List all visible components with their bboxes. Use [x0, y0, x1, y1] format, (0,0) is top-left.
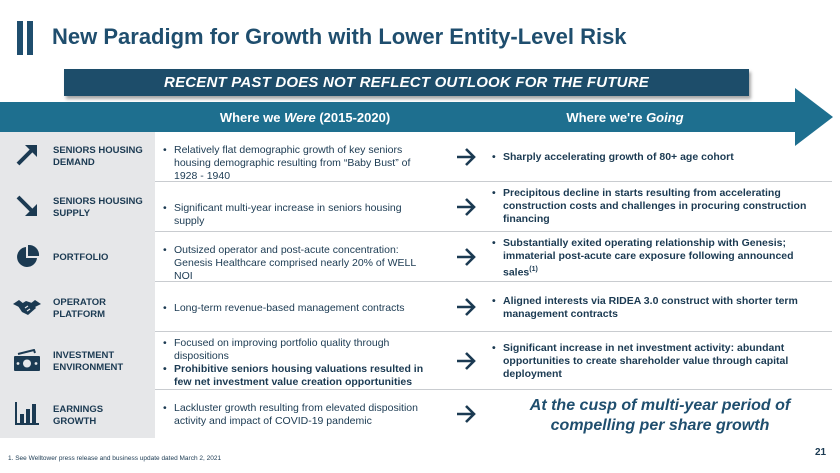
were-text: Focused on improving portfolio quality t…: [163, 337, 433, 389]
arrow-right-icon: [457, 148, 476, 166]
going-text: Precipitous decline in starts resulting …: [492, 187, 812, 226]
row-divider: [155, 281, 832, 282]
money-icon: [12, 346, 42, 376]
were-text: Significant multi-year increase in senio…: [163, 202, 433, 228]
footnote: 1. See Welltower press release and busin…: [8, 455, 222, 462]
row-divider: [155, 231, 832, 232]
growth-callout: At the cusp of multi-year period of comp…: [529, 397, 791, 434]
were-text: Lackluster growth resulting from elevate…: [163, 402, 433, 428]
header-arrow-band: [0, 88, 835, 146]
category-panel: [0, 132, 155, 438]
going-text: Significant increase in net investment a…: [492, 342, 812, 381]
row-divider: [155, 389, 832, 390]
page-number: 21: [815, 447, 827, 458]
header-where-we-were: Where we Were (2015-2020): [219, 110, 391, 125]
row-label: OPERATOR PLATFORM: [53, 297, 106, 320]
row-label: SENIORS HOUSING DEMAND: [53, 145, 143, 168]
page-title: New Paradigm for Growth with Lower Entit…: [52, 24, 627, 49]
bar-chart-icon: [12, 398, 42, 428]
arrow-right-icon: [457, 198, 476, 216]
outlook-banner: RECENT PAST DOES NOT REFLECT OUTLOOK FOR…: [64, 69, 749, 96]
pie-chart-icon: [12, 242, 42, 272]
row-portfolio: PORTFOLIO Outsized operator and post-acu…: [0, 232, 840, 282]
row-label: SENIORS HOUSING SUPPLY: [53, 196, 143, 219]
row-label: INVESTMENT ENVIRONMENT: [53, 350, 124, 373]
going-text: Substantially exited operating relations…: [492, 237, 812, 280]
row-label: PORTFOLIO: [53, 252, 109, 263]
logo-icon: [17, 21, 39, 55]
arrow-right-icon: [457, 248, 476, 266]
arrow-up-right-icon: [12, 140, 42, 170]
row-divider: [155, 181, 832, 182]
were-text: Long-term revenue-based management contr…: [163, 302, 433, 315]
arrow-down-right-icon: [12, 191, 42, 221]
arrow-right-icon: [457, 352, 476, 370]
row-label: EARNINGS GROWTH: [53, 404, 104, 427]
row-divider: [155, 331, 832, 332]
header-where-were-going: Where we're Going: [566, 110, 684, 125]
were-text: Relatively flat demographic growth of ke…: [163, 144, 433, 183]
were-text: Outsized operator and post-acute concent…: [163, 244, 433, 283]
handshake-icon: [12, 292, 42, 322]
going-text: Sharply accelerating growth of 80+ age c…: [492, 151, 812, 164]
going-text: Aligned interests via RIDEA 3.0 construc…: [492, 295, 812, 321]
arrow-right-icon: [457, 298, 476, 316]
arrow-right-icon: [457, 405, 476, 423]
